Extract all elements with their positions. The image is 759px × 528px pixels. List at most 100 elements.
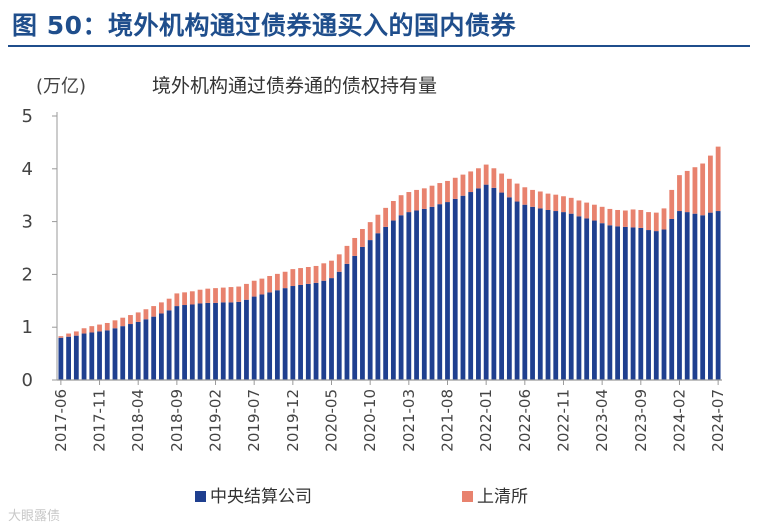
- bar-shch: [445, 180, 450, 203]
- bar-shch: [158, 302, 164, 314]
- bar-shch: [414, 189, 419, 211]
- bar-ccdc: [491, 187, 497, 380]
- bar-ccdc: [360, 246, 365, 380]
- bar-shch: [267, 275, 273, 293]
- bar-shch: [352, 237, 358, 256]
- bar-shch: [607, 208, 613, 226]
- bar-shch: [197, 289, 203, 304]
- bar-ccdc: [182, 305, 187, 380]
- bar-shch: [189, 291, 195, 305]
- bar-ccdc: [274, 290, 280, 380]
- y-tick-label: 0: [22, 370, 33, 391]
- bar-shch: [584, 202, 590, 219]
- bar-ccdc: [522, 204, 528, 380]
- bar-shch: [81, 328, 87, 334]
- bar-ccdc: [545, 209, 551, 380]
- x-tick-label: 2017-11: [91, 389, 109, 452]
- bar-ccdc: [708, 212, 713, 380]
- x-tick-label: 2020-10: [361, 389, 379, 452]
- bar-shch: [476, 168, 481, 189]
- bar-shch: [599, 206, 605, 224]
- x-tick-label: 2019-02: [207, 389, 225, 452]
- bar-ccdc: [669, 218, 675, 380]
- y-axis-unit-label: (万亿): [36, 76, 86, 97]
- bar-marks: [58, 146, 721, 380]
- bar-shch: [390, 201, 396, 221]
- bar-ccdc: [104, 330, 110, 380]
- bar-shch: [514, 183, 520, 202]
- bar-ccdc: [89, 332, 95, 380]
- title-rule: [8, 45, 750, 47]
- bar-shch: [692, 167, 698, 214]
- bar-ccdc: [653, 231, 659, 380]
- bar-shch: [684, 170, 690, 213]
- bar-ccdc: [174, 306, 180, 380]
- bar-ccdc: [483, 184, 489, 380]
- bar-shch: [646, 212, 651, 231]
- bar-shch: [522, 187, 528, 205]
- bar-shch: [244, 283, 249, 300]
- bar-shch: [97, 324, 102, 332]
- bar-shch: [622, 210, 628, 227]
- bar-shch: [530, 189, 535, 207]
- y-tick-label: 3: [22, 212, 33, 233]
- bar-shch: [452, 177, 458, 199]
- bar-ccdc: [298, 284, 303, 380]
- bar-shch: [537, 191, 543, 209]
- bar-shch: [653, 212, 659, 232]
- bar-shch: [468, 171, 474, 193]
- bar-shch: [228, 287, 234, 303]
- bar-ccdc: [128, 324, 133, 380]
- x-tick-label: 2022-06: [516, 389, 534, 452]
- bar-shch: [336, 254, 342, 272]
- x-tick-label: 2019-07: [245, 389, 263, 452]
- bar-ccdc: [553, 211, 559, 380]
- bar-shch: [305, 267, 311, 284]
- bar-shch: [460, 174, 466, 196]
- bar-shch: [298, 268, 303, 285]
- x-tick-label: 2019-12: [284, 389, 302, 452]
- bar-shch: [406, 192, 412, 213]
- bar-ccdc: [189, 304, 195, 380]
- bar-shch: [251, 280, 257, 297]
- bar-shch: [615, 209, 621, 227]
- legend-label-ccdc: 中央结算公司: [210, 487, 312, 507]
- bar-shch: [143, 309, 149, 320]
- x-tick-label: 2020-05: [323, 389, 341, 452]
- bar-ccdc: [112, 328, 118, 380]
- watermark: 大眼露债: [8, 509, 60, 524]
- bar-ccdc: [151, 316, 157, 380]
- bar-ccdc: [437, 204, 443, 380]
- bar-ccdc: [81, 333, 87, 380]
- x-tick-labels: 2017-06 2017-11 2018-04 2018-09 2019-02 2019-…: [52, 380, 727, 452]
- bar-ccdc: [584, 218, 590, 380]
- bar-shch: [545, 193, 551, 210]
- bar-shch: [128, 315, 133, 325]
- x-tick-label: 2018-04: [129, 389, 147, 452]
- bar-ccdc: [336, 271, 342, 380]
- bar-ccdc: [143, 319, 149, 380]
- bar-shch: [421, 188, 427, 209]
- bar-ccdc: [135, 321, 141, 380]
- bar-shch: [321, 263, 327, 281]
- bar-shch: [630, 209, 636, 228]
- bar-ccdc: [313, 282, 319, 380]
- bar-ccdc: [684, 212, 690, 380]
- bar-shch: [151, 306, 157, 317]
- bar-shch: [499, 173, 505, 193]
- bar-shch: [398, 195, 404, 216]
- bar-shch: [708, 155, 713, 213]
- legend-swatch-ccdc: [195, 491, 206, 502]
- legend-swatch-shch: [462, 491, 473, 502]
- bar-shch: [73, 331, 79, 336]
- bar-ccdc: [537, 208, 543, 380]
- bar-ccdc: [468, 192, 474, 380]
- bar-ccdc: [398, 215, 404, 380]
- bar-shch: [135, 312, 141, 322]
- bar-shch: [360, 228, 365, 247]
- bar-ccdc: [460, 195, 466, 380]
- y-tick-label: 4: [22, 159, 33, 180]
- bar-ccdc: [421, 208, 427, 380]
- bar-shch: [290, 269, 296, 287]
- bar-shch: [182, 292, 187, 306]
